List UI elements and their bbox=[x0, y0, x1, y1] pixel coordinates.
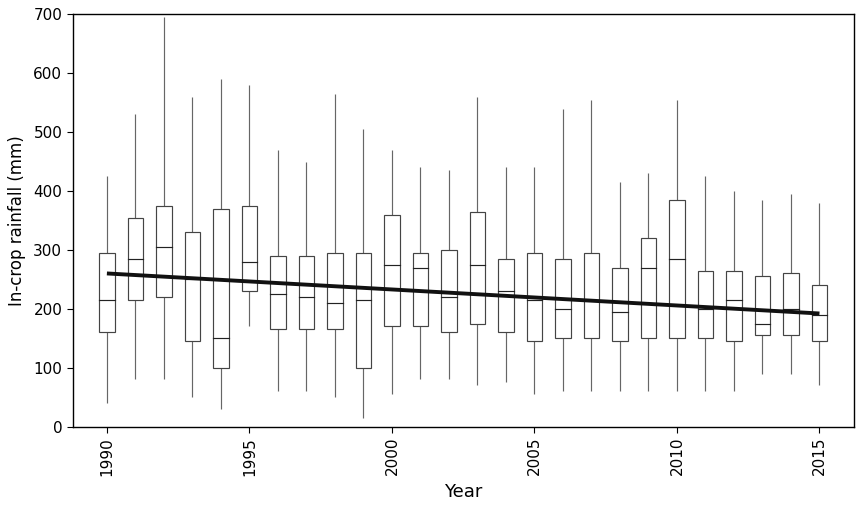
Bar bbox=[127, 217, 143, 300]
Bar bbox=[412, 253, 428, 326]
Bar bbox=[184, 232, 200, 341]
Bar bbox=[583, 253, 598, 338]
Bar bbox=[782, 273, 798, 335]
Bar bbox=[526, 253, 542, 341]
Bar bbox=[241, 206, 257, 291]
Bar bbox=[384, 215, 400, 326]
Bar bbox=[640, 238, 655, 338]
Y-axis label: In-crop rainfall (mm): In-crop rainfall (mm) bbox=[9, 135, 27, 306]
X-axis label: Year: Year bbox=[443, 483, 482, 501]
Bar bbox=[298, 256, 314, 329]
Bar bbox=[611, 268, 627, 341]
Bar bbox=[498, 259, 513, 332]
Bar bbox=[811, 285, 827, 341]
Bar bbox=[725, 270, 741, 341]
Bar bbox=[269, 256, 285, 329]
Bar bbox=[99, 253, 115, 332]
Bar bbox=[554, 259, 570, 338]
Bar bbox=[326, 253, 343, 329]
Bar bbox=[156, 206, 171, 297]
Bar bbox=[356, 253, 371, 367]
Bar bbox=[213, 209, 228, 367]
Bar bbox=[441, 250, 456, 332]
Bar bbox=[469, 212, 485, 324]
Bar bbox=[753, 276, 770, 335]
Bar bbox=[668, 200, 684, 338]
Bar bbox=[697, 270, 712, 338]
